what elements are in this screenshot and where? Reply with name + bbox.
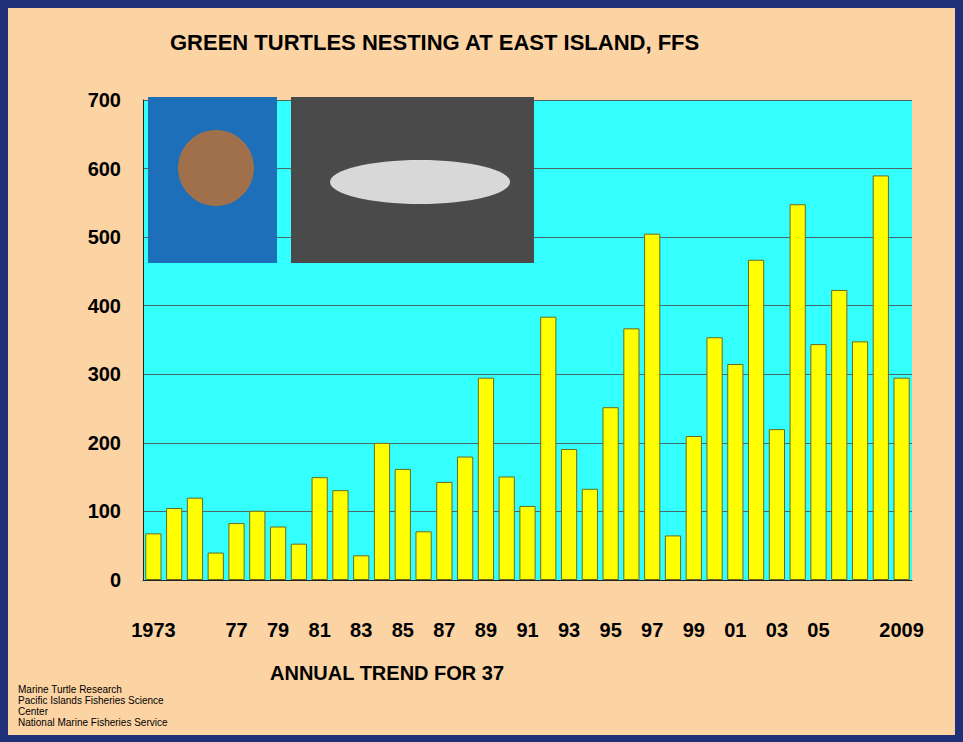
svg-text:200: 200 xyxy=(88,432,121,454)
svg-text:99: 99 xyxy=(683,619,705,641)
svg-text:91: 91 xyxy=(516,619,538,641)
svg-text:400: 400 xyxy=(88,295,121,317)
svg-text:87: 87 xyxy=(433,619,455,641)
svg-text:95: 95 xyxy=(600,619,622,641)
svg-text:1973: 1973 xyxy=(131,619,176,641)
svg-text:Marine Turtle Research: Marine Turtle Research xyxy=(18,684,122,695)
svg-text:03: 03 xyxy=(766,619,788,641)
svg-text:79: 79 xyxy=(267,619,289,641)
svg-text:100: 100 xyxy=(88,500,121,522)
svg-text:77: 77 xyxy=(225,619,247,641)
svg-text:0: 0 xyxy=(110,569,121,591)
svg-text:Pacific Islands Fisheries Scie: Pacific Islands Fisheries Science xyxy=(18,695,164,706)
svg-text:2009: 2009 xyxy=(879,619,924,641)
svg-text:500: 500 xyxy=(88,226,121,248)
svg-text:97: 97 xyxy=(641,619,663,641)
svg-text:89: 89 xyxy=(475,619,497,641)
svg-text:Center: Center xyxy=(18,706,49,717)
svg-text:700: 700 xyxy=(88,89,121,111)
svg-text:National Marine Fisheries Serv: National Marine Fisheries Service xyxy=(18,717,168,728)
svg-text:600: 600 xyxy=(88,158,121,180)
svg-text:01: 01 xyxy=(724,619,746,641)
svg-text:300: 300 xyxy=(88,363,121,385)
svg-text:81: 81 xyxy=(309,619,331,641)
svg-text:85: 85 xyxy=(392,619,414,641)
svg-text:05: 05 xyxy=(807,619,829,641)
svg-text:93: 93 xyxy=(558,619,580,641)
svg-text:ANNUAL TREND FOR 37: ANNUAL TREND FOR 37 xyxy=(270,662,504,684)
svg-text:GREEN TURTLES NESTING AT EAST: GREEN TURTLES NESTING AT EAST ISLAND, FF… xyxy=(170,30,699,55)
svg-text:83: 83 xyxy=(350,619,372,641)
